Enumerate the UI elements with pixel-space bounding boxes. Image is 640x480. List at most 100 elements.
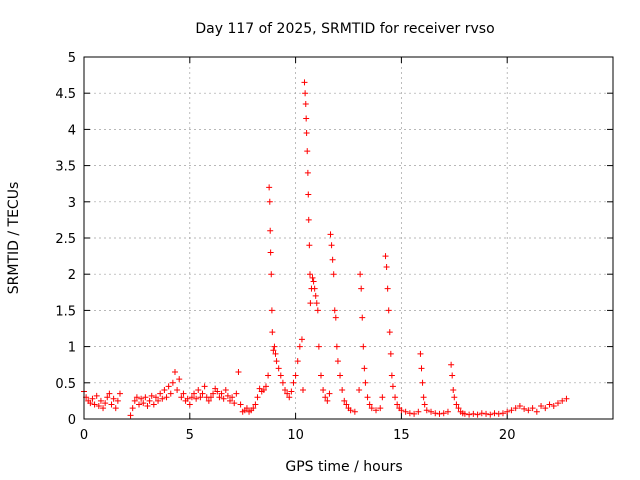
data-point-marker [116,390,123,397]
data-point-marker [495,410,502,417]
x-tick-label: 10 [287,428,304,443]
data-point-marker [127,412,134,419]
data-point-marker [254,394,261,401]
data-point-marker [195,387,202,394]
data-point-marker [186,401,193,408]
data-point-marker [538,402,545,409]
data-point-marker [235,368,242,375]
data-point-marker [453,401,460,408]
data-point-marker [304,148,311,155]
data-point-marker [451,394,458,401]
data-point-marker [320,387,327,394]
data-point-marker [516,402,523,409]
data-point-marker [333,343,340,350]
data-point-marker [260,387,267,394]
data-point-marker [382,253,389,260]
data-point-marker [328,242,335,249]
data-point-marker [102,400,109,407]
data-point-marker [368,405,375,412]
data-point-marker [302,90,309,97]
data-point-marker [218,390,225,397]
data-point-marker [214,388,221,395]
data-point-marker [180,390,187,397]
data-point-marker [95,402,102,409]
data-point-marker [272,350,279,357]
data-point-marker [385,307,392,314]
data-point-marker [309,274,316,281]
data-point-marker [277,372,284,379]
data-point-marker [525,407,532,414]
data-point-marker [279,379,286,386]
data-point-marker [131,397,138,404]
data-point-marker [384,285,391,292]
data-point-marker [231,400,238,407]
data-point-marker [191,390,198,397]
data-point-marker [296,343,303,350]
data-point-marker [315,343,322,350]
data-point-marker [201,383,208,390]
x-tick-label: 5 [186,428,194,443]
y-tick-label: 0 [68,413,76,428]
data-point-marker [106,390,113,397]
data-point-marker [273,358,280,365]
data-point-marker [294,358,301,365]
axis-ticks: 0 0.5 1 1.5 2 2.5 3 3.5 4 4.5 5 0 5 10 15 20 [55,51,613,443]
data-point-marker [229,394,236,401]
data-point-marker [267,227,274,234]
data-point-marker [292,372,299,379]
data-point-marker [303,115,310,122]
data-point-marker [389,383,396,390]
data-point-marker [398,407,405,414]
data-point-marker [306,271,313,278]
data-point-marker [290,379,297,386]
data-point-marker [419,379,426,386]
data-point-marker [474,411,481,418]
data-point-marker [220,395,227,402]
data-point-marker [444,408,451,415]
data-point-marker [359,314,366,321]
data-point-marker [364,394,371,401]
data-point-marker [512,405,519,412]
data-point-marker [286,394,293,401]
data-point-marker [508,407,515,414]
data-point-marker [267,249,274,256]
data-point-marker [387,350,394,357]
data-point-marker [91,401,98,408]
y-axis-label: SRMTID / TECUs [6,182,22,295]
grid-lines [84,57,613,419]
data-point-marker [110,395,117,402]
data-point-marker [394,401,401,408]
data-point-marker [341,397,348,404]
data-point-marker [334,358,341,365]
data-point-marker [337,372,344,379]
data-point-marker [559,397,566,404]
y-tick-label: 3 [68,196,76,211]
data-point-marker [322,394,329,401]
data-point-marker [157,390,164,397]
data-point-marker [313,300,320,307]
data-point-marker [136,401,143,408]
data-point-marker [184,395,191,402]
plot-frame [83,56,614,420]
x-tick-label: 0 [80,428,88,443]
data-point-marker [529,405,536,412]
data-point-marker [144,402,151,409]
data-point-marker [339,387,346,394]
data-point-marker [133,394,140,401]
data-point-marker [406,410,413,417]
data-point-marker [448,361,455,368]
data-point-marker [329,256,336,263]
data-point-marker [298,336,305,343]
data-point-marker [379,394,386,401]
data-point-marker [243,405,250,412]
data-point-marker [89,395,96,402]
data-point-marker [271,343,278,350]
data-point-marker [266,198,273,205]
data-point-marker [207,394,214,401]
data-point-marker [331,307,338,314]
data-point-marker [310,278,317,285]
y-tick-label: 3.5 [55,160,76,175]
data-point-marker [304,169,311,176]
data-point-marker [466,411,473,418]
data-point-marker [314,307,321,314]
